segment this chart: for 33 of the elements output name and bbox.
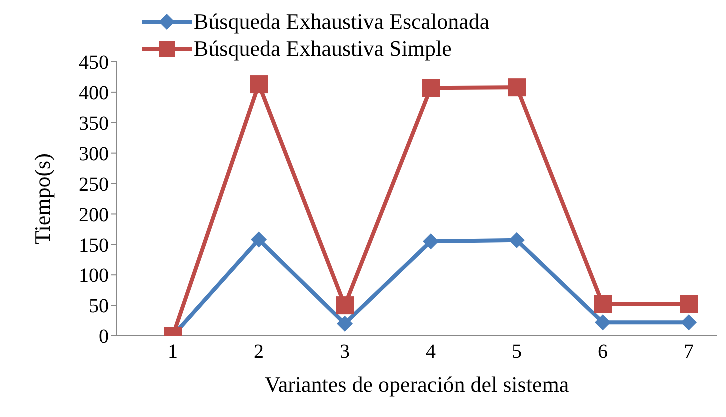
x-tick-label: 6 [598,341,608,364]
y-tick-label: 200 [79,204,109,226]
legend-label: Búsqueda Exhaustiva Simple [194,35,452,62]
x-tick-label: 2 [254,341,264,364]
y-tick-label: 0 [99,326,109,348]
point [250,76,268,94]
x-tick-label: 1 [168,341,178,364]
y-tick-label: 150 [79,234,109,257]
legend-label: Búsqueda Exhaustiva Escalonada [194,8,490,35]
x-tick-label: 4 [426,341,436,364]
x-axis-title: Variantes de operación del sistema [264,372,570,397]
point [423,234,439,250]
y-tick-label: 450 [79,52,109,74]
y-tick-label: 400 [79,82,109,105]
point [680,295,698,314]
y-axis-title: Tiempo(s) [30,154,55,244]
y-tick-label: 250 [79,174,109,196]
x-tick-label: 7 [684,341,694,364]
y-tick-label: 50 [89,296,109,318]
point [681,314,697,331]
point [509,232,525,248]
x-tick-label: 5 [512,341,522,364]
x-tick-label: 3 [340,341,350,364]
y-tick-label: 350 [79,112,109,135]
point [336,296,354,315]
point [508,78,526,97]
point [337,316,353,332]
y-tick-label: 300 [79,143,109,166]
point [422,79,440,98]
point [594,295,612,314]
point [595,314,611,331]
point [251,232,267,248]
y-tick-label: 100 [79,265,109,288]
